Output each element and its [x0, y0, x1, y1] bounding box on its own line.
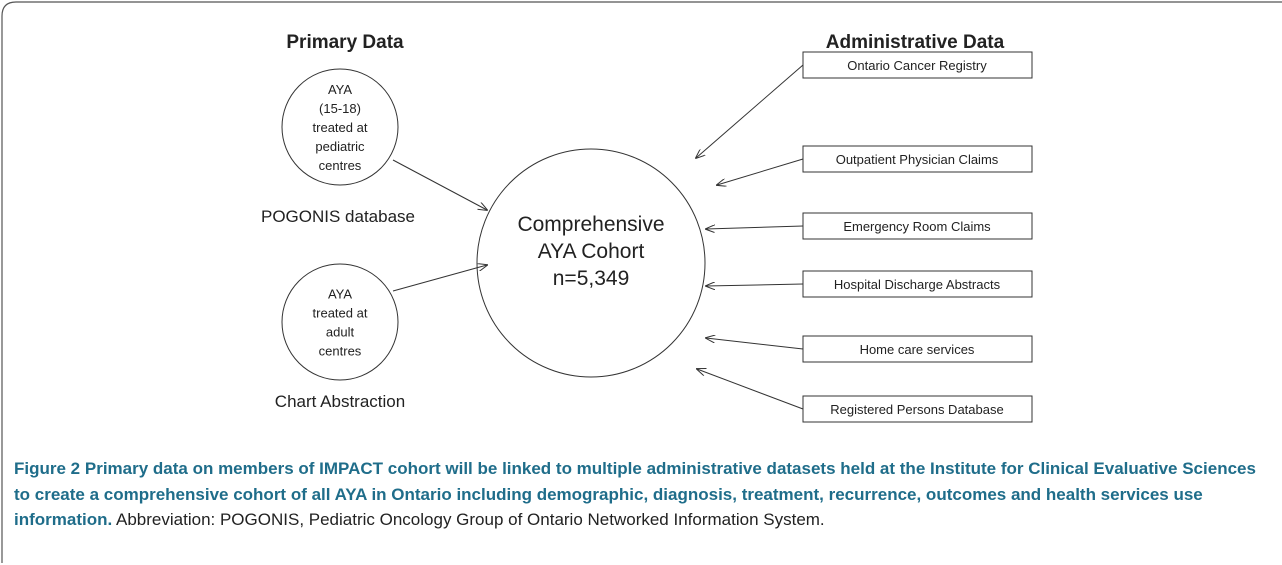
source-circle	[281, 263, 399, 381]
header-left: Primary Data	[286, 32, 404, 53]
source-text: pediatric	[315, 139, 365, 154]
caption-text: Abbreviation: POGONIS, Pediatric Oncolog…	[116, 510, 825, 529]
arrow	[706, 338, 804, 350]
cohort-text: n=5,349	[553, 267, 630, 290]
dataset-box	[802, 270, 1033, 298]
dataset-box	[802, 51, 1033, 79]
dataset-box	[802, 212, 1033, 240]
arrow	[706, 284, 804, 286]
source-text: adult	[326, 325, 355, 340]
source-text: treated at	[313, 306, 368, 321]
caption-label: Figure 2	[14, 459, 81, 478]
dataset-label: Ontario Cancer Registry	[847, 58, 987, 73]
caption-title: Primary data on members of IMPACT cohort…	[14, 459, 1256, 529]
caption: Figure 2 Primary data on members of IMPA…	[14, 456, 1276, 533]
source-text: AYA	[328, 287, 352, 302]
dataset-box	[802, 145, 1033, 173]
dataset-label: Emergency Room Claims	[843, 219, 991, 234]
dataset-label: Home care services	[860, 342, 975, 357]
source-label: POGONIS database	[261, 207, 415, 226]
arrow	[392, 159, 487, 210]
cohort-text: AYA Cohort	[538, 240, 645, 263]
dataset-label: Outpatient Physician Claims	[836, 152, 999, 167]
cohort-circle	[476, 148, 706, 378]
source-text: centres	[319, 158, 362, 173]
header-right: Administrative Data	[826, 32, 1005, 53]
dataset-box	[802, 335, 1033, 363]
source-text: centres	[319, 344, 362, 359]
source-text: AYA	[328, 82, 352, 97]
arrow	[392, 265, 487, 292]
source-text: (15-18)	[319, 101, 361, 116]
source-text: treated at	[313, 120, 368, 135]
arrow	[717, 158, 804, 185]
arrow	[706, 226, 804, 229]
arrow	[696, 64, 804, 158]
arrow	[697, 369, 804, 410]
dataset-label: Hospital Discharge Abstracts	[834, 277, 1001, 292]
source-circle	[281, 68, 399, 186]
cohort-text: Comprehensive	[517, 213, 664, 236]
dataset-label: Registered Persons Database	[830, 402, 1003, 417]
source-label: Chart Abstraction	[275, 392, 405, 411]
